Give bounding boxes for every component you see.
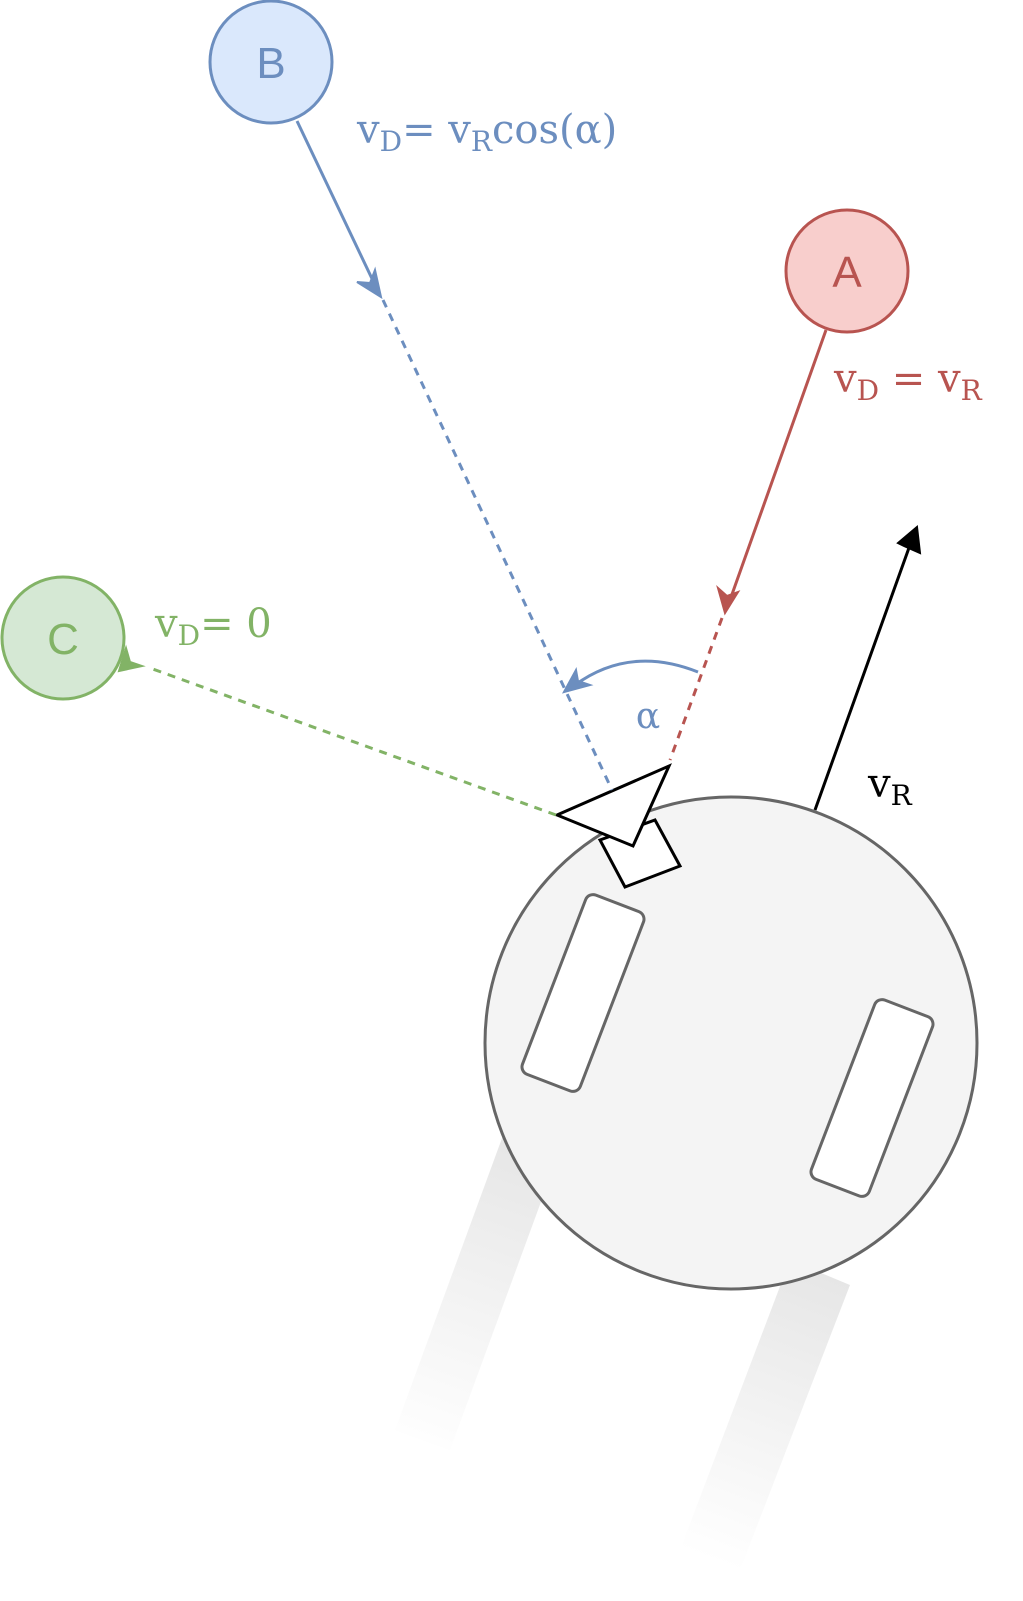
dashed-line-a bbox=[668, 617, 724, 761]
angle-label: α bbox=[636, 696, 660, 737]
equation-a: vD = vR bbox=[833, 356, 983, 407]
dashed-line-b bbox=[381, 299, 614, 791]
arrowhead-b bbox=[356, 266, 383, 300]
motion-trail-right bbox=[680, 1260, 850, 1570]
arrowhead-c bbox=[117, 644, 146, 673]
sensor-cone bbox=[553, 763, 672, 848]
node-a: A bbox=[784, 208, 910, 334]
robot-wheel-right bbox=[809, 998, 935, 1198]
node-c-label: C bbox=[47, 615, 79, 664]
equation-c: vD= 0 bbox=[154, 601, 272, 652]
arrowhead-a bbox=[716, 584, 741, 616]
equation-b: vD= vRcos(α) bbox=[356, 107, 617, 158]
node-b-label: B bbox=[256, 39, 285, 88]
robot-sensor bbox=[553, 763, 683, 889]
node-c-circle bbox=[0, 575, 126, 701]
angle-arc-arrowhead bbox=[562, 667, 594, 694]
angle-arc bbox=[562, 659, 699, 694]
robot-velocity-arrow bbox=[813, 525, 922, 811]
node-a-label: A bbox=[832, 248, 862, 297]
robot bbox=[483, 795, 979, 1291]
dashed-line-c bbox=[149, 666, 557, 817]
node-b-connector bbox=[295, 120, 614, 791]
node-b-circle bbox=[208, 0, 334, 125]
robot-velocity-label: vR bbox=[867, 761, 913, 812]
node-c-connector bbox=[117, 644, 557, 817]
node-b: B bbox=[208, 0, 334, 125]
robot-wheel-left bbox=[520, 893, 646, 1093]
node-a-connector bbox=[668, 329, 828, 761]
node-c: C bbox=[0, 575, 126, 701]
node-a-circle bbox=[784, 208, 910, 334]
motion-trail-left bbox=[395, 1130, 560, 1450]
